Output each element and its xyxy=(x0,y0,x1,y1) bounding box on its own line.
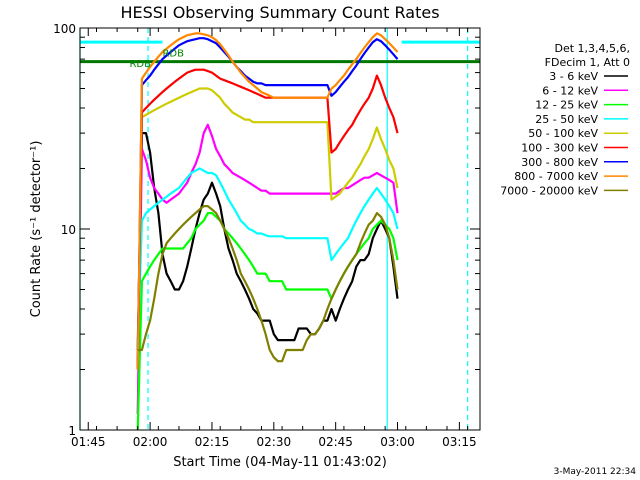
x-tick-label-6: 03:15 xyxy=(442,435,477,449)
legend-header-1: FDecim 1, Att 0 xyxy=(545,56,630,69)
series-line-0 xyxy=(136,132,399,351)
series-line-8 xyxy=(137,205,399,363)
legend-label-1: 6 - 12 keV xyxy=(542,84,598,97)
legend-label-0: 3 - 6 keV xyxy=(549,70,598,83)
series-line-3 xyxy=(136,167,399,351)
series-line-7 xyxy=(136,32,399,370)
annotation-0: RDB xyxy=(129,59,151,70)
x-axis-label: Start Time (04-May-11 01:43:02) xyxy=(173,455,387,470)
plot-area: RDB RDB xyxy=(79,28,480,431)
x-tick-label-4: 02:45 xyxy=(318,435,353,449)
legend: Det 1,3,4,5,6,FDecim 1, Att 03 - 6 keV6 … xyxy=(500,42,630,197)
timestamp: 3-May-2011 22:34 xyxy=(554,467,637,477)
x-tick-label-1: 02:00 xyxy=(133,435,168,449)
y-tick-label-0: 1 xyxy=(68,424,76,438)
axes: 01:45 02:00 02:15 02:30 02:45 03:00 03:15 1 10 10… xyxy=(53,22,480,449)
legend-header-0: Det 1,3,4,5,6, xyxy=(554,42,630,55)
series-line-6 xyxy=(136,37,399,370)
y-axis-label: Count Rate (s⁻¹ detector⁻¹) xyxy=(29,141,44,318)
legend-label-7: 800 - 7000 keV xyxy=(514,170,598,183)
series-line-1 xyxy=(136,123,399,415)
y-tick-label-1: 10 xyxy=(61,223,76,237)
legend-label-3: 25 - 50 keV xyxy=(535,113,598,126)
x-tick-label-5: 03:00 xyxy=(380,435,415,449)
legend-label-8: 7000 - 20000 keV xyxy=(500,184,598,197)
legend-label-4: 50 - 100 keV xyxy=(528,127,598,140)
legend-label-2: 12 - 25 keV xyxy=(535,99,598,112)
series-line-5 xyxy=(136,68,399,370)
annotation-1: RDB xyxy=(162,49,184,60)
chart-title: HESSI Observing Summary Count Rates xyxy=(120,3,439,22)
y-tick-label-2: 100 xyxy=(53,22,76,36)
series-line-4 xyxy=(136,87,399,370)
x-tick-label-2: 02:15 xyxy=(195,435,230,449)
x-tick-label-0: 01:45 xyxy=(71,435,106,449)
legend-label-6: 300 - 800 keV xyxy=(521,156,598,169)
x-tick-label-3: 02:30 xyxy=(257,435,292,449)
legend-label-5: 100 - 300 keV xyxy=(521,142,598,155)
